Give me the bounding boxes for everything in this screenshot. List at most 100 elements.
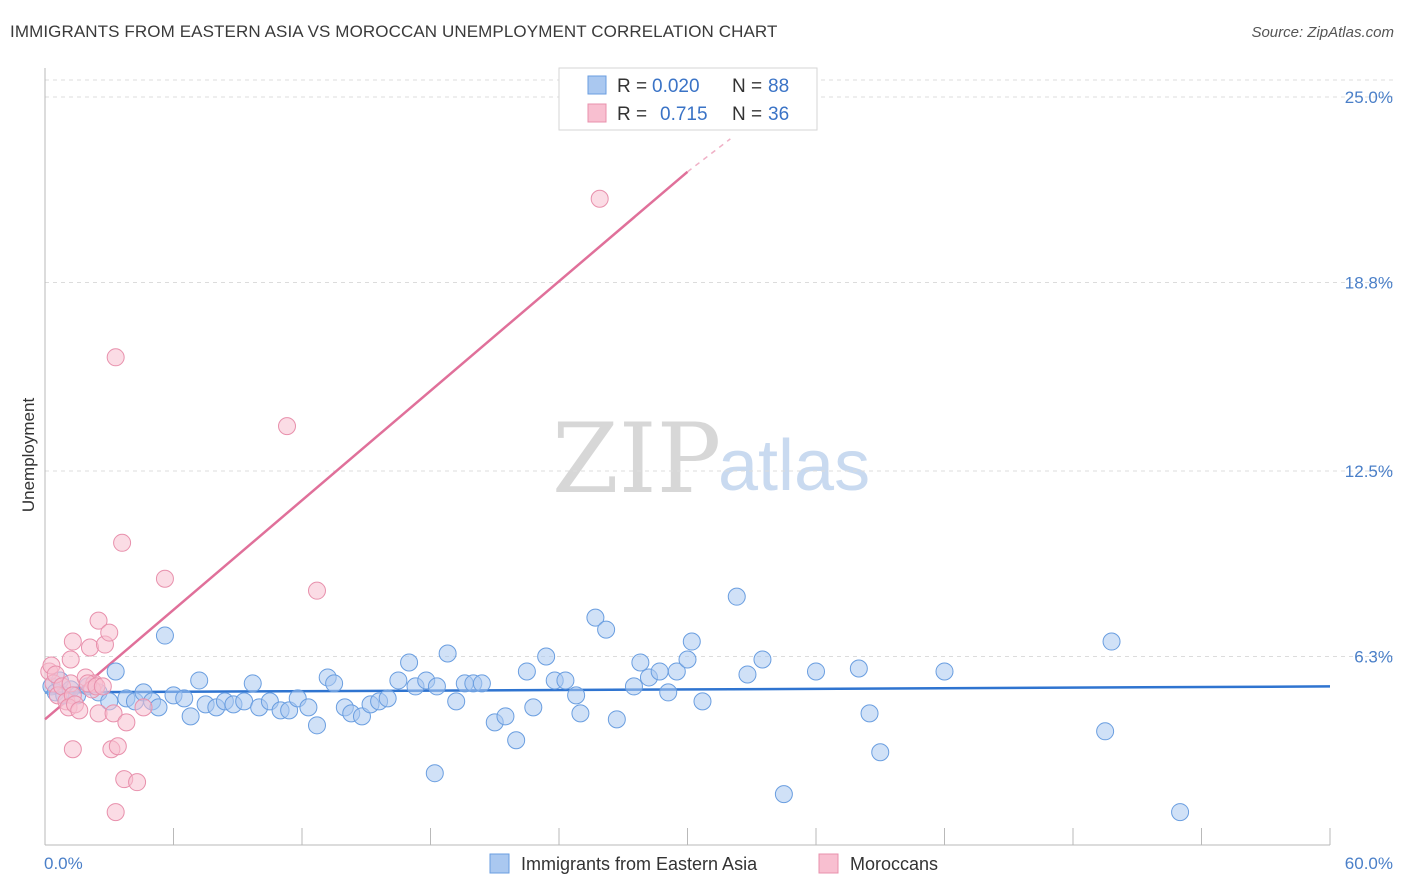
data-point-eastern-asia xyxy=(496,707,515,726)
bottom-legend-label: Moroccans xyxy=(850,854,938,874)
legend-r-value: 0.715 xyxy=(660,104,708,125)
data-point-eastern-asia xyxy=(447,692,466,711)
chart-title: IMMIGRANTS FROM EASTERN ASIA VS MOROCCAN… xyxy=(10,22,778,41)
data-point-eastern-asia xyxy=(400,653,419,672)
data-point-eastern-asia xyxy=(537,647,556,666)
y-axis-label: Unemployment xyxy=(19,398,38,513)
data-point-moroccans xyxy=(155,569,174,588)
trend-line-moroccans xyxy=(44,170,689,721)
data-point-eastern-asia xyxy=(472,674,491,693)
data-point-eastern-asia xyxy=(427,677,446,696)
data-point-eastern-asia xyxy=(659,683,678,702)
data-point-moroccans xyxy=(106,348,125,367)
legend-n-value: 36 xyxy=(768,104,789,125)
watermark-atlas: atlas xyxy=(718,426,870,506)
data-point-moroccans xyxy=(134,698,153,717)
data-point-eastern-asia xyxy=(871,743,890,762)
legend-r-label: R = xyxy=(617,76,647,97)
data-point-eastern-asia xyxy=(567,686,586,705)
data-point-eastern-asia xyxy=(667,662,686,681)
data-point-eastern-asia xyxy=(149,698,168,717)
data-point-moroccans xyxy=(63,632,82,651)
data-point-eastern-asia xyxy=(753,650,772,669)
data-point-eastern-asia xyxy=(682,632,701,651)
data-point-eastern-asia xyxy=(774,785,793,804)
data-point-moroccans xyxy=(61,650,80,669)
data-point-eastern-asia xyxy=(190,671,209,690)
data-point-moroccans xyxy=(108,737,127,756)
legend: R = 0.020 N = 88 R = 0.715 N = 36 xyxy=(558,67,818,131)
trend-line-eastern-asia xyxy=(44,685,1331,694)
data-point-eastern-asia xyxy=(624,677,643,696)
y-tick-label: 6.3% xyxy=(1354,648,1393,667)
legend-r-value: 0.020 xyxy=(652,76,700,97)
data-point-eastern-asia xyxy=(860,704,879,723)
bottom-legend: Immigrants from Eastern Asia Moroccans xyxy=(489,853,938,874)
y-tick-label: 18.8% xyxy=(1345,274,1393,293)
bottom-legend-label: Immigrants from Eastern Asia xyxy=(521,854,758,874)
data-point-eastern-asia xyxy=(155,626,174,645)
source-credit: Source: ZipAtlas.com xyxy=(1251,24,1394,41)
data-point-eastern-asia xyxy=(507,731,526,750)
data-point-eastern-asia xyxy=(693,692,712,711)
data-point-eastern-asia xyxy=(438,644,457,663)
data-point-eastern-asia xyxy=(650,662,669,681)
legend-r-label: R = xyxy=(617,104,647,125)
data-point-moroccans xyxy=(70,701,89,720)
y-tick-label: 12.5% xyxy=(1345,462,1393,481)
trend-line-extension xyxy=(687,138,731,173)
watermark-zip: ZIP xyxy=(552,403,721,515)
data-point-eastern-asia xyxy=(325,674,344,693)
data-point-eastern-asia xyxy=(678,650,697,669)
data-point-eastern-asia xyxy=(807,662,825,681)
legend-n-label: N = xyxy=(732,104,762,125)
data-point-eastern-asia xyxy=(935,662,954,681)
data-point-eastern-asia xyxy=(307,716,326,735)
data-point-moroccans xyxy=(278,417,297,436)
data-point-moroccans xyxy=(113,533,132,552)
bottom-legend-swatch-series-1 xyxy=(489,853,510,874)
data-point-eastern-asia xyxy=(607,710,626,729)
data-point-moroccans xyxy=(106,803,125,822)
data-point-eastern-asia xyxy=(389,671,408,690)
data-point-moroccans xyxy=(104,704,123,723)
data-point-eastern-asia xyxy=(1171,803,1190,822)
data-point-eastern-asia xyxy=(1096,722,1115,741)
data-point-moroccans xyxy=(128,773,147,792)
data-point-eastern-asia xyxy=(299,698,318,717)
bottom-legend-swatch-series-2 xyxy=(818,853,839,874)
data-point-eastern-asia xyxy=(631,653,650,672)
data-point-moroccans xyxy=(100,623,119,642)
data-point-eastern-asia xyxy=(597,620,616,639)
legend-swatch-series-2 xyxy=(587,103,607,123)
y-tick-label: 25.0% xyxy=(1345,88,1393,107)
data-point-eastern-asia xyxy=(517,662,536,681)
data-point-eastern-asia xyxy=(425,764,444,783)
data-point-moroccans xyxy=(307,581,326,600)
data-point-eastern-asia xyxy=(175,689,194,708)
data-point-moroccans xyxy=(117,713,136,732)
data-point-eastern-asia xyxy=(524,698,543,717)
data-point-moroccans xyxy=(89,611,108,630)
data-point-eastern-asia xyxy=(586,608,605,627)
data-point-moroccans xyxy=(80,638,99,657)
legend-n-value: 88 xyxy=(768,76,789,97)
data-point-eastern-asia xyxy=(378,689,397,708)
data-point-eastern-asia xyxy=(571,704,590,723)
data-point-eastern-asia xyxy=(738,665,757,684)
data-point-moroccans xyxy=(590,189,609,208)
legend-swatch-series-1 xyxy=(587,75,607,95)
x-tick-label: 0.0% xyxy=(44,854,83,873)
watermark: ZIP atlas xyxy=(552,403,870,515)
data-point-eastern-asia xyxy=(235,692,254,711)
data-point-eastern-asia xyxy=(106,662,125,681)
data-point-eastern-asia xyxy=(1102,632,1121,651)
data-point-moroccans xyxy=(93,677,112,696)
data-point-moroccans xyxy=(63,740,82,759)
data-point-eastern-asia xyxy=(849,659,868,678)
data-point-eastern-asia xyxy=(181,707,200,726)
data-point-eastern-asia xyxy=(243,674,262,693)
data-point-eastern-asia xyxy=(556,671,575,690)
legend-n-label: N = xyxy=(732,76,762,97)
